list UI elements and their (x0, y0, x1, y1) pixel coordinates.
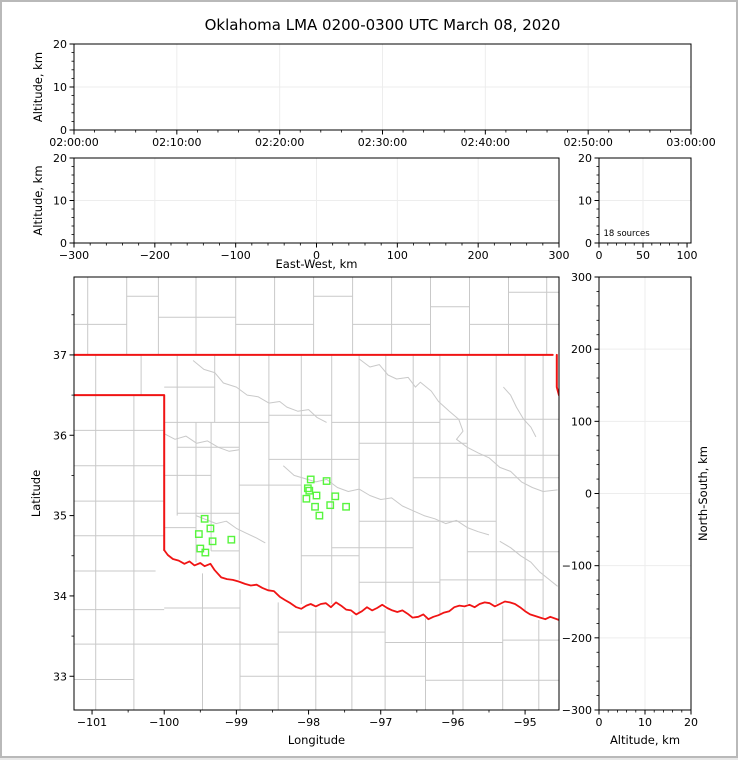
lightning-source-marker (194, 530, 203, 538)
y-tick-label: 300 (571, 271, 592, 284)
y-tick-label: −300 (562, 704, 592, 717)
generated-panels: 02:00:00 02:10:00 02:20:00 02:30:00 02:40:00… (49, 38, 715, 729)
x-tick-label: 02:40:00 (461, 136, 510, 149)
x-tick-label: 03:00:00 (666, 136, 715, 149)
x-tick-label: 200 (468, 249, 489, 262)
y-tick-label: 36 (53, 429, 67, 442)
y-tick-label: 200 (571, 343, 592, 356)
x-tick-label: −96 (441, 716, 464, 729)
ns_altitude-panel: 0 10 20 −300 −200 −100 0 100 200 300 (562, 271, 698, 729)
x-tick-label: −98 (297, 716, 320, 729)
lightning-source-marker (312, 491, 321, 500)
y-tick-label: 0 (585, 488, 592, 501)
map-panel: −101 −100 −99 −98 −97 −96 −95 33 34 35 36 37 (53, 276, 560, 729)
x-tick-label: 02:10:00 (152, 136, 201, 149)
lightning-source-marker (208, 537, 217, 546)
lightning-source-marker (315, 511, 324, 520)
x-tick-label: −100 (149, 716, 179, 729)
time_altitude-panel: 02:00:00 02:10:00 02:20:00 02:30:00 02:40:00… (49, 38, 715, 149)
y-tick-label: −200 (562, 632, 592, 645)
x-tick-label: −200 (140, 249, 170, 262)
y-tick-label: 34 (53, 590, 67, 603)
x-tick-label: −100 (221, 249, 251, 262)
lightning-source-marker (311, 502, 319, 511)
x-tick-label: 300 (549, 249, 570, 262)
lightning-source-marker (322, 477, 331, 485)
county-line (358, 358, 558, 492)
county-line (282, 465, 490, 536)
x-tick-label: 50 (636, 249, 650, 262)
y-tick-label: 10 (578, 195, 592, 208)
y-tick-label: 10 (53, 195, 67, 208)
y-tick-label: 100 (571, 415, 592, 428)
lightning-source-marker (200, 514, 209, 523)
lightning-source-marker (227, 535, 236, 544)
x-tick-label: 100 (387, 249, 408, 262)
y-tick-label: 35 (53, 510, 67, 523)
x-tick-label: 0 (313, 249, 320, 262)
x-tick-label: −95 (513, 716, 536, 729)
x-tick-label: −101 (77, 716, 107, 729)
alt_histogram-panel: 0 50 100 0 10 20 (578, 152, 698, 262)
state-border-line (74, 394, 166, 552)
state-border-line (555, 353, 559, 397)
county-line (503, 386, 537, 438)
y-tick-label: 37 (53, 349, 67, 362)
ns-panel-xlabel: Altitude, km (610, 733, 680, 747)
map-ylabel: Latitude (29, 470, 43, 517)
map-xlabel: Longitude (288, 733, 345, 747)
county-line (192, 360, 327, 423)
x-tick-label: 02:00:00 (49, 136, 98, 149)
y-tick-label: 0 (60, 124, 67, 137)
lightning-source-marker (326, 501, 335, 510)
lightning-source-marker (342, 502, 350, 511)
x-tick-label: 02:50:00 (563, 136, 612, 149)
x-tick-label: −99 (225, 716, 248, 729)
x-tick-label: −300 (59, 249, 89, 262)
x-tick-label: 0 (596, 716, 603, 729)
y-tick-label: 10 (53, 81, 67, 94)
source-count-annotation: 18 sources (604, 229, 651, 239)
county-line (499, 540, 558, 587)
y-tick-label: 20 (53, 152, 67, 165)
x-tick-label: 10 (638, 716, 652, 729)
x-tick-label: −97 (369, 716, 392, 729)
lightning-source-marker (206, 524, 215, 533)
lightning-source-marker (302, 494, 311, 503)
x-tick-label: 100 (677, 249, 698, 262)
y-tick-label: 20 (53, 38, 67, 51)
ns-panel-right-label: North-South, km (696, 446, 710, 541)
lightning-source-marker (305, 486, 314, 495)
lightning-source-marker (331, 492, 340, 501)
ew-panel-xlabel: East-West, km (276, 257, 358, 271)
plot-title: Oklahoma LMA 0200-0300 UTC March 08, 202… (205, 16, 561, 34)
y-tick-label: 20 (578, 152, 592, 165)
ew_altitude-panel: −300 −200 −100 0 100 200 300 0 10 20 (53, 152, 570, 262)
panel-background (74, 277, 559, 710)
y-tick-label: 0 (60, 237, 67, 250)
lightning-source-marker (196, 544, 205, 553)
county-line (163, 433, 240, 452)
lightning-source-marker (306, 475, 315, 484)
x-tick-label: 02:30:00 (358, 136, 407, 149)
time-panel-ylabel: Altitude, km (31, 52, 45, 122)
y-tick-label: −100 (562, 560, 592, 573)
lightning-source-marker (201, 548, 210, 557)
state-border-line (163, 549, 559, 621)
y-tick-label: 33 (53, 670, 67, 683)
x-tick-label: 02:20:00 (255, 136, 304, 149)
map-content (74, 277, 559, 710)
y-tick-label: 0 (585, 237, 592, 250)
panel-border (73, 276, 560, 711)
x-tick-label: 0 (596, 249, 603, 262)
x-tick-label: 20 (684, 716, 698, 729)
lightning-source-marker (303, 484, 312, 493)
ew-panel-ylabel: Altitude, km (31, 165, 45, 235)
